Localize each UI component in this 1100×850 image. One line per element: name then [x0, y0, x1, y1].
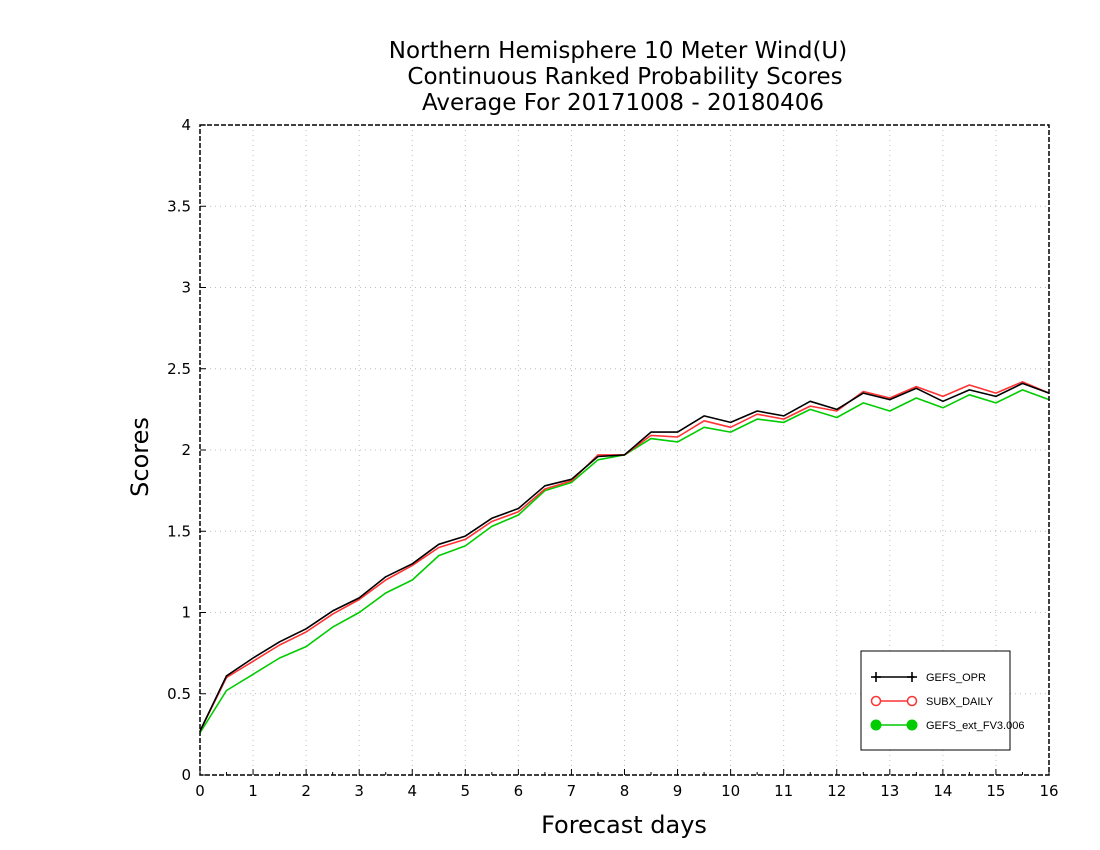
x-tick-label: 2: [301, 782, 311, 800]
chart-title-line-2: Continuous Ranked Probability Scores: [407, 64, 842, 90]
legend-marker: [870, 719, 882, 731]
y-axis-title: Scores: [126, 417, 154, 497]
y-tick-label: 3: [181, 279, 191, 297]
legend-marker: [906, 719, 918, 731]
axis-ticks: 0 1 2 3 4 5 6 7 8 9 10 11 12 13 14 15 1600.511.522.533.5…: [167, 116, 1058, 800]
y-tick-label: 1.5: [167, 522, 191, 540]
x-tick-label: 6: [514, 782, 524, 800]
x-tick-label: 15: [986, 782, 1005, 800]
legend-item: SUBX_DAILY: [870, 695, 994, 708]
x-tick-label: 3: [354, 782, 364, 800]
series-line-0: [199, 382, 1050, 732]
legend-label: GEFS_OPR: [926, 672, 986, 684]
x-tick-label: 1: [248, 782, 258, 800]
legend-item: GEFS_OPR: [871, 672, 986, 684]
x-tick-label: 16: [1039, 782, 1058, 800]
y-tick-label: 0: [181, 766, 191, 784]
grid-lines: [200, 125, 1049, 775]
legend: GEFS_OPR SUBX_DAILY GEFS_ext_FV3.006: [860, 650, 1024, 751]
plot-frame: [199, 124, 1050, 776]
y-tick-label: 3.5: [167, 197, 191, 215]
y-tick-label: 4: [181, 116, 191, 134]
x-tick-label: 4: [407, 782, 417, 800]
x-tick-label: 9: [673, 782, 683, 800]
legend-marker: [906, 695, 918, 707]
x-tick-label: 13: [880, 782, 899, 800]
y-tick-label: 0.5: [167, 685, 191, 703]
chart-title: Northern Hemisphere 10 Meter Wind(U) Con…: [389, 38, 847, 116]
legend-marker: [870, 695, 882, 707]
y-tick-label: 2: [181, 441, 191, 459]
chart-title-line-1: Northern Hemisphere 10 Meter Wind(U): [389, 38, 847, 64]
x-tick-label: 11: [774, 782, 793, 800]
legend-label: GEFS_ext_FV3.006: [926, 720, 1024, 732]
x-tick-label: 10: [721, 782, 740, 800]
x-tick-label: 8: [620, 782, 630, 800]
x-tick-label: 12: [827, 782, 846, 800]
x-tick-label: 5: [461, 782, 471, 800]
x-tick-label: 14: [933, 782, 952, 800]
chart-title-line-3: Average For 20171008 - 20180406: [422, 90, 824, 116]
y-tick-label: 2.5: [167, 360, 191, 378]
x-tick-label: 7: [567, 782, 577, 800]
legend-label: SUBX_DAILY: [926, 696, 994, 708]
y-tick-label: 1: [181, 604, 191, 622]
series-lines: [199, 380, 1050, 734]
x-axis-title: Forecast days: [541, 811, 707, 839]
x-tick-label: 0: [195, 782, 205, 800]
legend-item: GEFS_ext_FV3.006: [870, 719, 1024, 732]
